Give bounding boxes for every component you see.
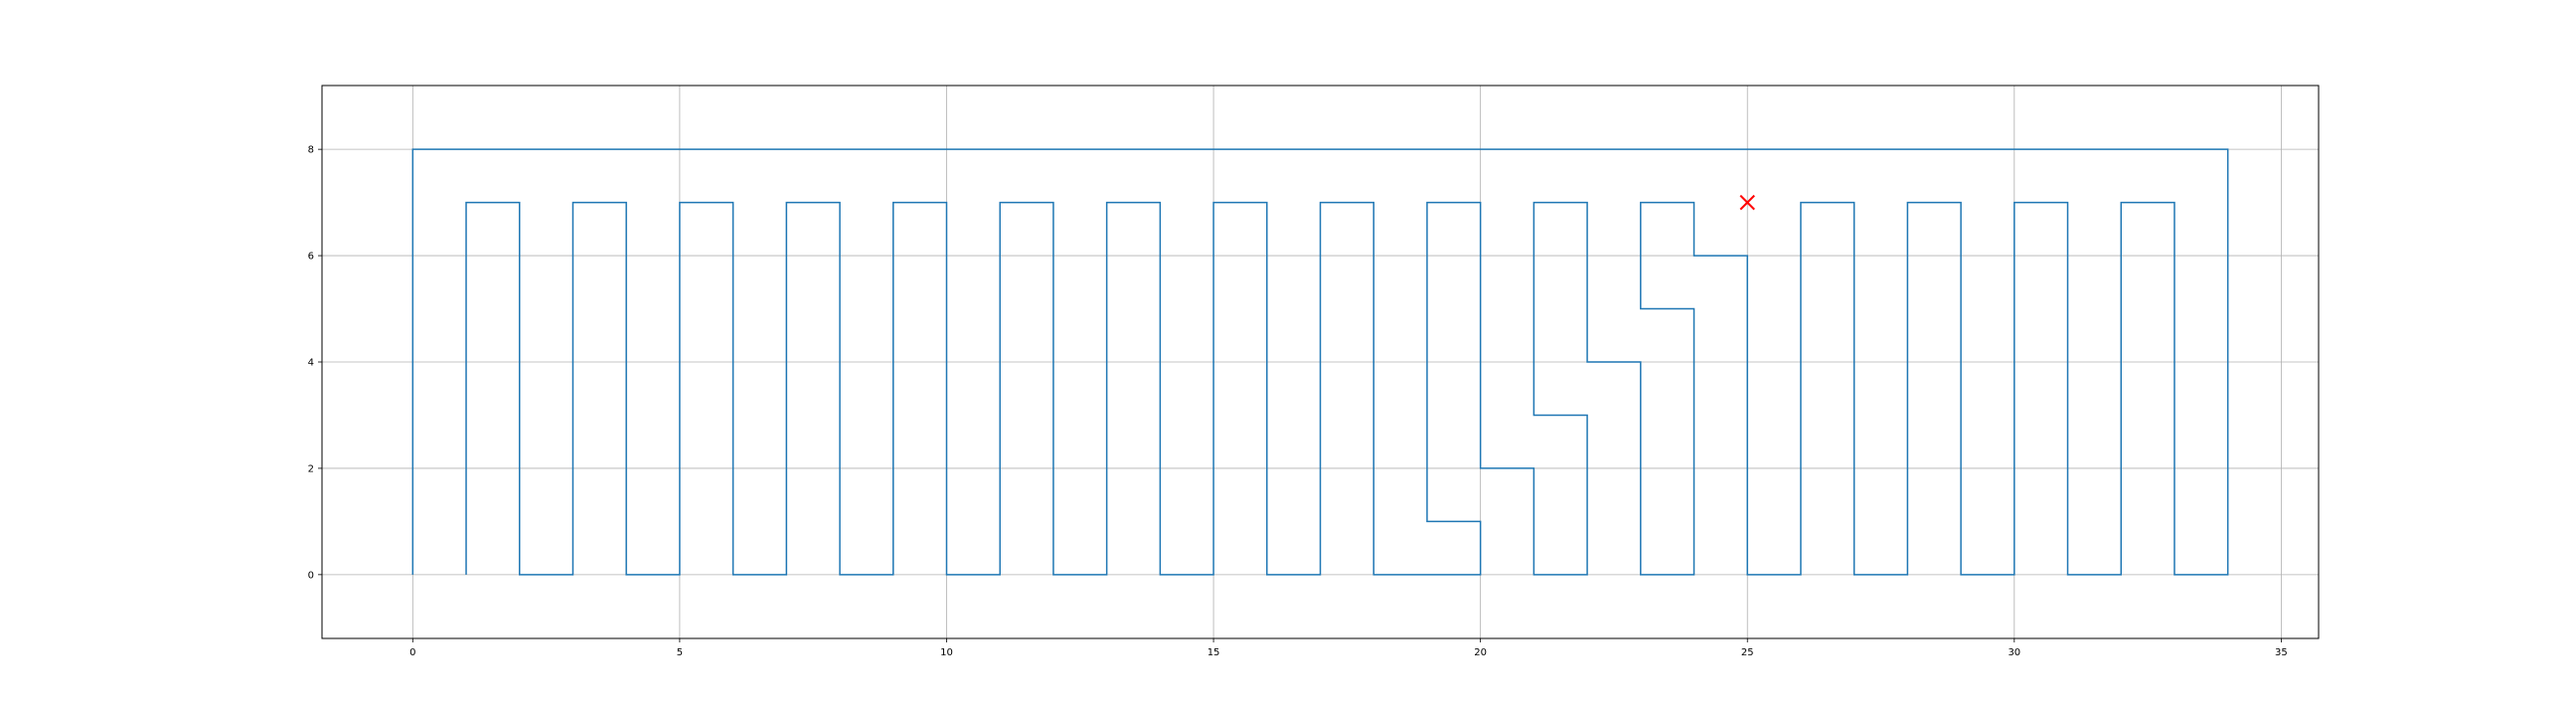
- plot-series: [411, 148, 2229, 576]
- y-tick-label: 0: [308, 570, 314, 581]
- x-tick-label: 20: [1474, 647, 1487, 658]
- x-axis-ticks: 0 5 10 15 20 25 30 35: [409, 638, 2288, 658]
- y-tick-label: 2: [308, 463, 314, 474]
- y-tick-label: 8: [308, 145, 314, 156]
- x-tick-label: 35: [2275, 647, 2288, 658]
- y-axis-ticks: 0 2 4 6 8: [308, 145, 322, 581]
- marker-stroke: [1739, 194, 1755, 211]
- maze-path-line: [411, 148, 2229, 576]
- x-tick-label: 25: [1741, 647, 1754, 658]
- y-tick-label: 4: [308, 358, 314, 369]
- x-tick-label: 5: [677, 647, 683, 658]
- x-tick-label: 15: [1208, 647, 1220, 658]
- x-tick-label: 0: [409, 647, 415, 658]
- target-x-marker: [1739, 194, 1755, 211]
- x-tick-label: 10: [940, 647, 953, 658]
- x-tick-label: 30: [2008, 647, 2020, 658]
- y-tick-label: 6: [308, 252, 314, 263]
